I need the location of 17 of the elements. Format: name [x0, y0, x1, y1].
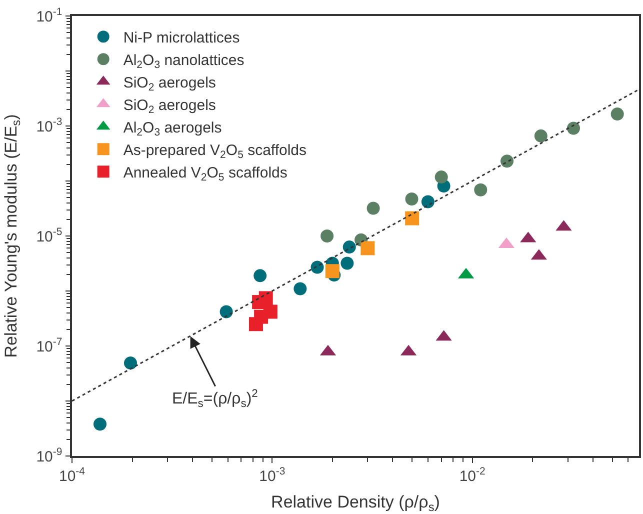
legend-label: As-prepared V$_{2}$O$_{5}$ scaffolds: [123, 142, 307, 162]
y-tick-label: 10$^{-7}$: [36, 336, 62, 356]
y-tick-label: 10$^{-5}$: [36, 226, 62, 246]
legend-label: Al$_{2}$O$_{3}$ aerogels: [123, 120, 222, 139]
legend-label: Annealed V$_{2}$O$_{5}$ scaffolds: [123, 164, 288, 184]
legend-label: Ni-P microlattices: [123, 30, 240, 46]
legend-label: SiO$_{2}$ aerogels: [123, 97, 216, 116]
legend-label: SiO$_{2}$ aerogels: [123, 74, 216, 94]
x-tick-label: 10$^{-4}$: [58, 465, 86, 485]
y-tick-label: 10$^{-1}$: [36, 6, 62, 26]
x-tick-label: 10$^{-2}$: [459, 465, 486, 485]
y-tick-label: 10$^{-9}$: [36, 446, 62, 466]
annotation: E/E$_{s}$=(ρ/ρ$_{s}$)$^{2}$: [172, 388, 258, 410]
x-tick-label: 10$^{-3}$: [259, 465, 286, 485]
legend-label: Al$_{2}$O$_{3}$ nanolattices: [123, 52, 244, 72]
x-axis-title: Relative Density (ρ/ρ$_{s}$): [271, 492, 440, 514]
y-tick-label: 10$^{-3}$: [36, 116, 62, 136]
